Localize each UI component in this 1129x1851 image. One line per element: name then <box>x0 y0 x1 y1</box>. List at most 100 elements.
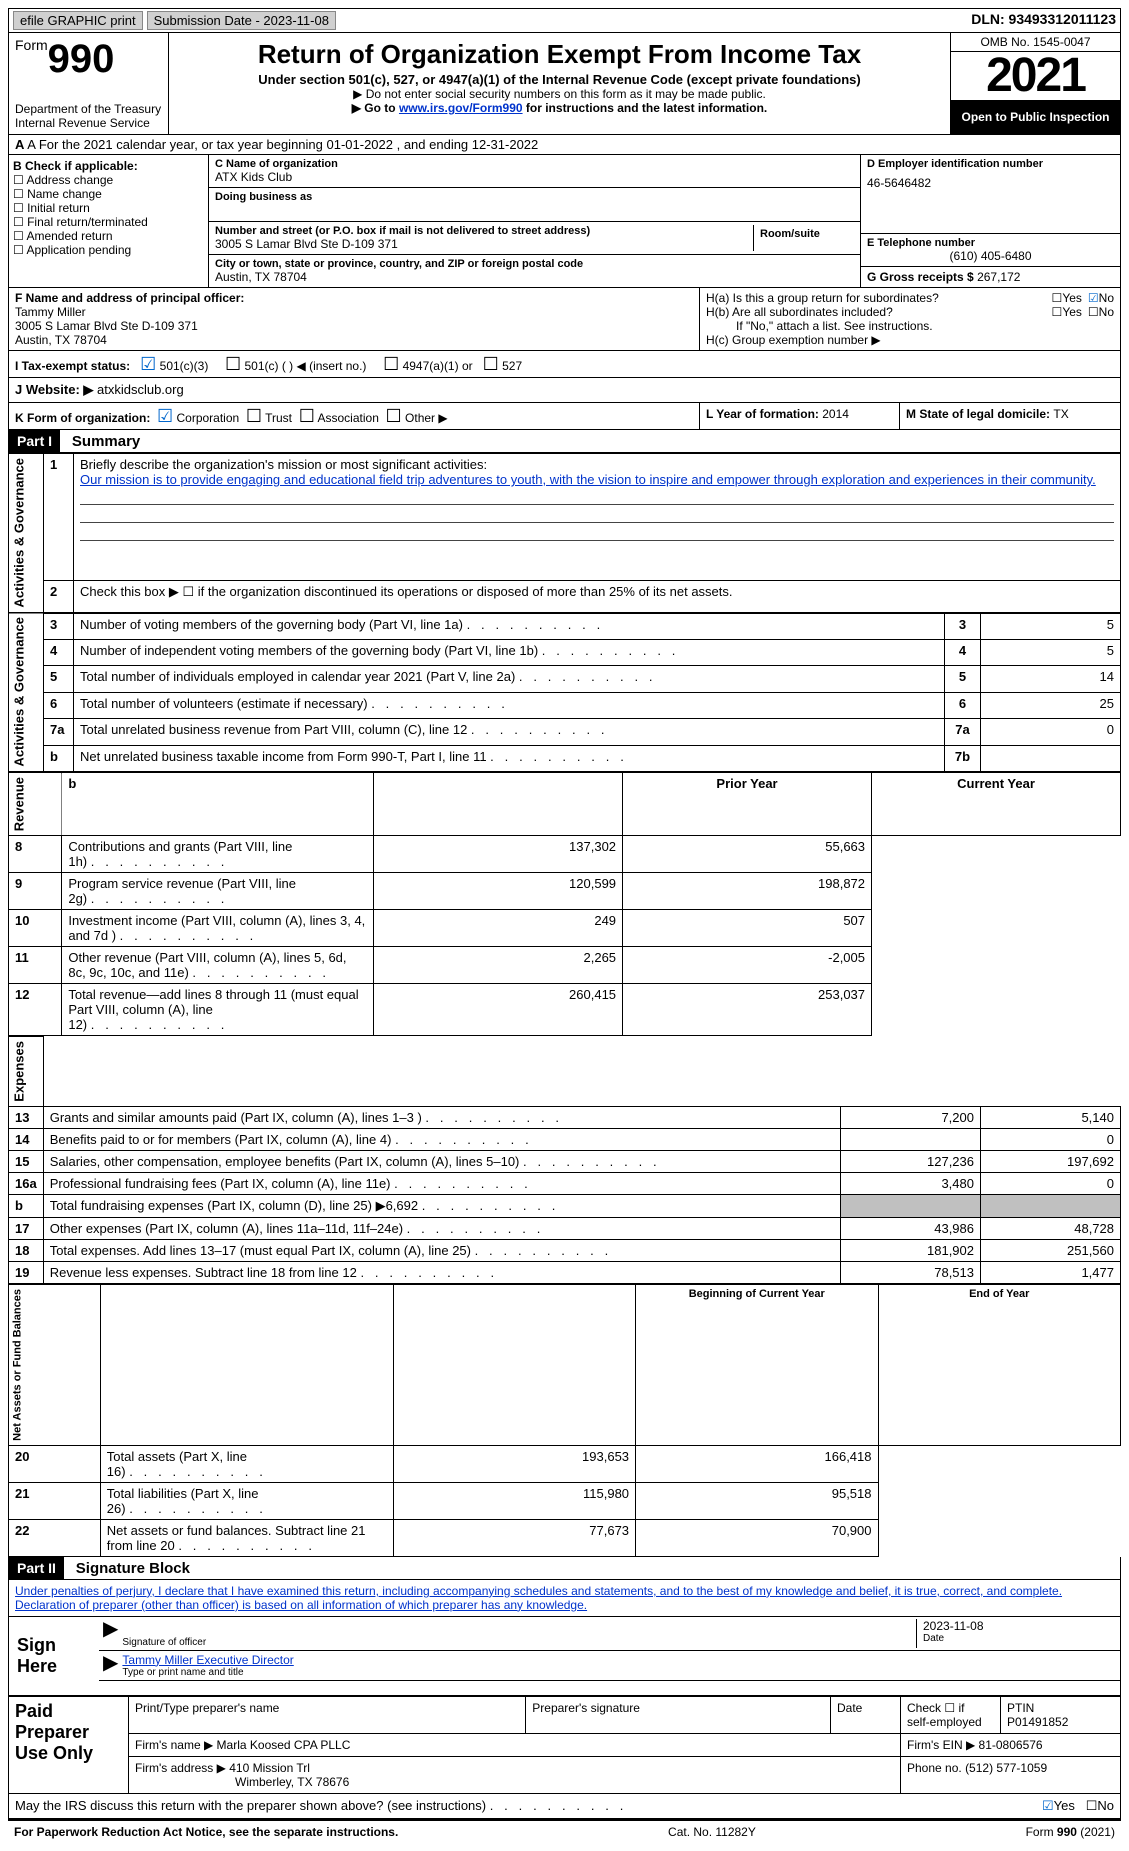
date-label: Date <box>923 1633 1116 1644</box>
side-expenses: Expenses <box>9 1037 44 1107</box>
line2: Check this box ▶ ☐ if the organization d… <box>74 581 1121 612</box>
g-label: G Gross receipts $ <box>867 270 977 284</box>
submission-date: Submission Date - 2023-11-08 <box>147 11 336 30</box>
officer-name: Tammy Miller <box>15 305 693 319</box>
top-bar: efile GRAPHIC print Submission Date - 20… <box>8 8 1121 33</box>
paid-preparer-table: Paid Preparer Use Only Print/Type prepar… <box>8 1696 1121 1794</box>
dept-treasury: Department of the Treasury Internal Reve… <box>15 102 162 130</box>
firm-ein-label: Firm's EIN ▶ <box>907 1738 975 1752</box>
side-activities-cont: Activities & Governance <box>9 613 44 772</box>
chk-final[interactable]: ☐ Final return/terminated <box>13 215 204 229</box>
chk-4947[interactable]: ☐ <box>383 354 399 374</box>
table-row: bNet unrelated business taxable income f… <box>9 745 1121 771</box>
firm-phone: (512) 577-1059 <box>965 1761 1047 1775</box>
table-row: 19Revenue less expenses. Subtract line 1… <box>9 1262 1121 1284</box>
footer-mid: Cat. No. 11282Y <box>668 1825 756 1839</box>
part2-title: Signature Block <box>68 1560 190 1577</box>
self-employed-check[interactable]: Check ☐ if <box>907 1701 994 1715</box>
prep-sig-label: Preparer's signature <box>526 1696 831 1733</box>
hc-label: H(c) Group exemption number ▶ <box>706 333 1114 347</box>
table-row: 18Total expenses. Add lines 13–17 (must … <box>9 1240 1121 1262</box>
ha-no[interactable]: ☑No <box>1088 291 1114 305</box>
col-current: Current Year <box>872 773 1121 836</box>
hb-yes[interactable]: ☐Yes <box>1052 305 1082 319</box>
mission-text: Our mission is to provide engaging and e… <box>80 472 1096 487</box>
m-label: M State of legal domicile: <box>906 407 1053 421</box>
dba-label: Doing business as <box>215 191 854 203</box>
table-row: bTotal fundraising expenses (Part IX, co… <box>9 1195 1121 1218</box>
paid-preparer-label: Paid Preparer Use Only <box>9 1696 129 1793</box>
city-label: City or town, state or province, country… <box>215 258 854 270</box>
note-link: ▶ Go to www.irs.gov/Form990 for instruct… <box>173 101 946 115</box>
table-row: Activities & Governance3Number of voting… <box>9 613 1121 639</box>
chk-name[interactable]: ☐ Name change <box>13 187 204 201</box>
form-word: Form <box>15 37 48 53</box>
chk-address[interactable]: ☐ Address change <box>13 173 204 187</box>
typed-label: Type or print name and title <box>122 1667 1116 1678</box>
table-row: 20Total assets (Part X, line 16)193,6531… <box>9 1445 1121 1482</box>
dln: DLN: 93493312011123 <box>971 11 1116 30</box>
addr-value: 3005 S Lamar Blvd Ste D-109 371 <box>215 237 753 251</box>
chk-501c3[interactable]: ☑ <box>140 354 156 374</box>
officer-addr2: Austin, TX 78704 <box>15 333 693 347</box>
chk-501c[interactable]: ☐ <box>225 354 241 374</box>
part2-header: Part II <box>9 1557 64 1579</box>
website-value: atxkidsclub.org <box>97 382 184 397</box>
org-name: ATX Kids Club <box>215 170 854 184</box>
discuss-yes[interactable]: ☑ <box>1042 1798 1054 1813</box>
table-row: 14Benefits paid to or for members (Part … <box>9 1129 1121 1151</box>
section-b: B Check if applicable: ☐ Address change … <box>8 155 1121 288</box>
officer-addr1: 3005 S Lamar Blvd Ste D-109 371 <box>15 319 693 333</box>
hb-note: If "No," attach a list. See instructions… <box>706 319 1114 333</box>
hb-label: H(b) Are all subordinates included? <box>706 305 1052 319</box>
table-row: 11Other revenue (Part VIII, column (A), … <box>9 947 1121 984</box>
firm-addr2: Wimberley, TX 78676 <box>135 1775 349 1789</box>
chk-assoc[interactable]: ☐ <box>299 406 315 426</box>
table-row: 7aTotal unrelated business revenue from … <box>9 719 1121 745</box>
ha-yes[interactable]: ☐Yes <box>1052 291 1082 305</box>
col-begin: Beginning of Current Year <box>636 1285 878 1446</box>
table-row: 17Other expenses (Part IX, column (A), l… <box>9 1218 1121 1240</box>
room-label: Room/suite <box>754 225 854 251</box>
line1-label: Briefly describe the organization's miss… <box>80 457 487 472</box>
form-org-row: K Form of organization: ☑ Corporation ☐ … <box>8 403 1121 430</box>
chk-other[interactable]: ☐ <box>386 406 402 426</box>
chk-corp[interactable]: ☑ <box>157 406 173 426</box>
form-header: Form990 Department of the Treasury Inter… <box>8 33 1121 135</box>
sig-date: 2023-11-08 <box>923 1619 1116 1633</box>
discuss-no[interactable]: ☐ <box>1086 1798 1098 1813</box>
table-row: 8Contributions and grants (Part VIII, li… <box>9 836 1121 873</box>
arrow-icon: ▶ <box>103 1619 118 1648</box>
ha-label: H(a) Is this a group return for subordin… <box>706 291 1052 305</box>
form-title: Return of Organization Exempt From Incom… <box>173 39 946 70</box>
typed-name: Tammy Miller Executive Director <box>122 1653 1116 1667</box>
table-row: 12Total revenue—add lines 8 through 11 (… <box>9 984 1121 1036</box>
f-label: F Name and address of principal officer: <box>15 291 693 305</box>
chk-amended[interactable]: ☐ Amended return <box>13 229 204 243</box>
chk-527[interactable]: ☐ <box>483 354 499 374</box>
netassets-table: Net Assets or Fund Balances Beginning of… <box>8 1284 1121 1557</box>
note-ssn: ▶ Do not enter social security numbers o… <box>173 87 946 101</box>
chk-initial[interactable]: ☐ Initial return <box>13 201 204 215</box>
perjury-declaration: Under penalties of perjury, I declare th… <box>8 1580 1121 1617</box>
firm-addr-label: Firm's address ▶ <box>135 1761 226 1775</box>
prep-name-label: Print/Type preparer's name <box>129 1696 526 1733</box>
chk-trust[interactable]: ☐ <box>246 406 262 426</box>
hb-no[interactable]: ☐No <box>1088 305 1114 319</box>
col-end: End of Year <box>878 1285 1121 1446</box>
phone-value: (610) 405-6480 <box>867 249 1114 263</box>
footer-left: For Paperwork Reduction Act Notice, see … <box>14 1825 398 1839</box>
d-label: D Employer identification number <box>867 158 1114 170</box>
table-row: 13Grants and similar amounts paid (Part … <box>9 1107 1121 1129</box>
row-a: A A For the 2021 calendar year, or tax y… <box>8 135 1121 155</box>
part1-header: Part I <box>9 430 60 452</box>
prep-date-label: Date <box>831 1696 901 1733</box>
l-label: L Year of formation: <box>706 407 822 421</box>
chk-pending[interactable]: ☐ Application pending <box>13 243 204 257</box>
table-row: 16aProfessional fundraising fees (Part I… <box>9 1173 1121 1195</box>
gross-receipts: 267,172 <box>977 270 1020 284</box>
efile-label: efile GRAPHIC print <box>13 11 143 30</box>
year-formation: 2014 <box>822 407 849 421</box>
footer-right: Form 990 (2021) <box>1026 1825 1115 1839</box>
city-value: Austin, TX 78704 <box>215 270 854 284</box>
